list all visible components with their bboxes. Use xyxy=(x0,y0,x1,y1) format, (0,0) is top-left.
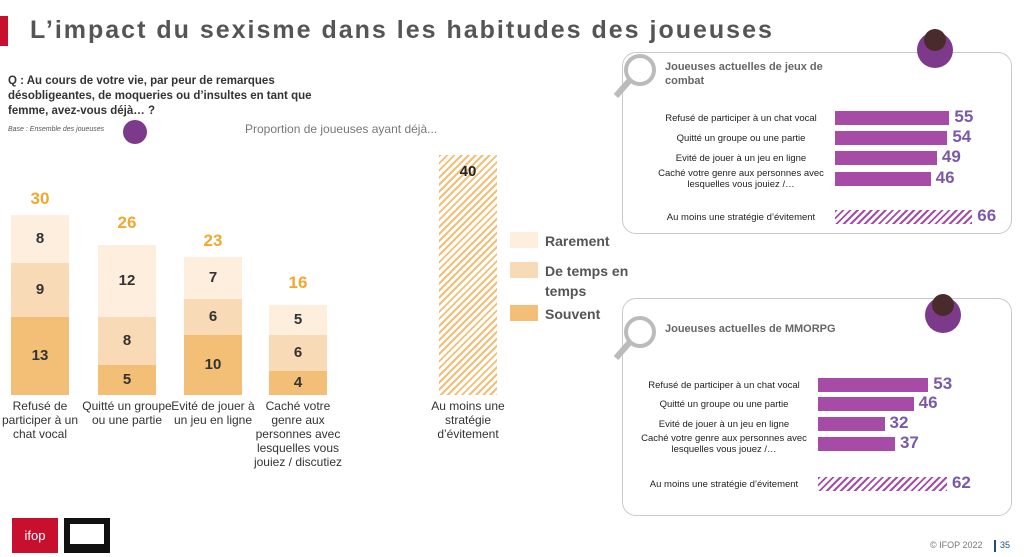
bar-segment xyxy=(11,215,69,263)
value-label: 6 xyxy=(293,344,303,361)
panel xyxy=(622,52,1012,234)
value-label: 9 xyxy=(35,281,45,298)
category-label: Refusé de participer à un chat vocal xyxy=(648,379,800,391)
total-label: 16 xyxy=(288,273,308,292)
question: Q : Au cours de votre vie, par peur de r… xyxy=(8,75,312,117)
bar xyxy=(818,417,885,431)
bar-segment xyxy=(269,305,327,335)
value-label: 4 xyxy=(293,374,303,391)
value-label: 55 xyxy=(954,107,974,126)
accent-bar xyxy=(0,16,8,46)
legend-swatch xyxy=(510,305,538,321)
bar xyxy=(835,210,973,224)
category-label: Quitté un groupe ou une partie xyxy=(659,398,789,410)
bar-segment xyxy=(269,335,327,371)
value-label: 53 xyxy=(933,374,953,393)
logo-text: ifop xyxy=(24,528,46,543)
bar-segment xyxy=(98,365,156,395)
value-label: 6 xyxy=(208,308,218,325)
value-label: 8 xyxy=(35,230,45,247)
value-label: 66 xyxy=(977,206,997,225)
bar-segment xyxy=(98,245,156,317)
bar xyxy=(835,131,948,145)
value-label: 10 xyxy=(204,356,222,373)
category-label: Caché votre genre aux personnes avec les… xyxy=(658,168,824,190)
bar xyxy=(818,397,914,411)
bar xyxy=(818,477,947,491)
value-label: 8 xyxy=(122,332,132,349)
bar xyxy=(835,151,937,165)
legend-label: Rarement xyxy=(545,233,610,249)
bar xyxy=(835,172,931,186)
bar-segment xyxy=(184,299,242,335)
category-label: Au moins une stratégie d’évitement xyxy=(666,211,816,223)
total-label: 23 xyxy=(203,231,223,250)
value-label: 37 xyxy=(899,433,919,452)
avatar-icon xyxy=(123,29,961,333)
legend-label: De temps en temps xyxy=(545,263,629,299)
category-label: Evité de jouer à un jeu en ligne xyxy=(171,399,255,427)
bar xyxy=(439,155,497,395)
slide-title: L’impact du sexisme dans les habitudes d… xyxy=(30,16,774,44)
value-label: 46 xyxy=(918,393,938,412)
chart-title: Joueuses actuelles de jeux de combat xyxy=(665,61,823,87)
value-label: 13 xyxy=(31,347,49,364)
category-label: Au moins une stratégie d’évitement xyxy=(431,399,505,441)
bar xyxy=(818,437,895,451)
category-label: Quitté un groupe ou une partie xyxy=(82,399,172,427)
value-label: 40 xyxy=(459,163,477,180)
category-label: Refusé de participer à un chat vocal xyxy=(1,399,79,441)
value-label: 32 xyxy=(889,413,909,432)
chart-subtitle: Proportion de joueuses ayant déjà... xyxy=(245,122,438,136)
panel xyxy=(622,298,1012,516)
legend-swatch xyxy=(510,232,538,248)
category-label: Caché votre genre aux personnes avec les… xyxy=(253,399,343,469)
base-note: Base : Ensemble des joueuses xyxy=(8,126,105,133)
copyright: © IFOP 2022 xyxy=(930,540,983,550)
category-label: Refusé de participer à un chat vocal xyxy=(665,112,817,124)
value-label: 54 xyxy=(952,127,972,146)
page-number: 35 xyxy=(1000,540,1011,550)
bar xyxy=(818,378,929,392)
category-label: Evité de jouer à un jeu en ligne xyxy=(675,152,807,164)
category-label: Evité de jouer à un jeu en ligne xyxy=(658,418,790,430)
category-label: Caché votre genre aux personnes avec les… xyxy=(641,433,807,455)
bar-segment xyxy=(11,263,69,317)
value-label: 62 xyxy=(951,473,971,492)
bar-segment xyxy=(98,317,156,365)
value-label: 7 xyxy=(208,269,218,286)
total-label: 30 xyxy=(30,189,50,208)
bar-segment xyxy=(184,335,242,395)
legend-label: Souvent xyxy=(545,306,601,322)
bar-segment xyxy=(11,317,69,395)
value-label: 49 xyxy=(941,147,961,166)
total-label: 26 xyxy=(117,213,137,232)
magnifier-icon xyxy=(613,54,656,360)
bar-segment xyxy=(269,371,327,395)
category-label: Quitté un groupe ou une partie xyxy=(676,132,806,144)
legend-swatch xyxy=(510,262,538,278)
value-label: 5 xyxy=(122,371,132,388)
bar xyxy=(835,111,950,125)
value-label: 5 xyxy=(293,311,303,328)
chart-title: Joueuses actuelles de MMORPG xyxy=(665,323,836,335)
logo-box xyxy=(12,518,110,553)
bar-segment xyxy=(184,257,242,299)
value-label: 12 xyxy=(118,272,136,289)
value-label: 46 xyxy=(935,168,955,187)
category-label: Au moins une stratégie d’évitement xyxy=(649,478,799,490)
